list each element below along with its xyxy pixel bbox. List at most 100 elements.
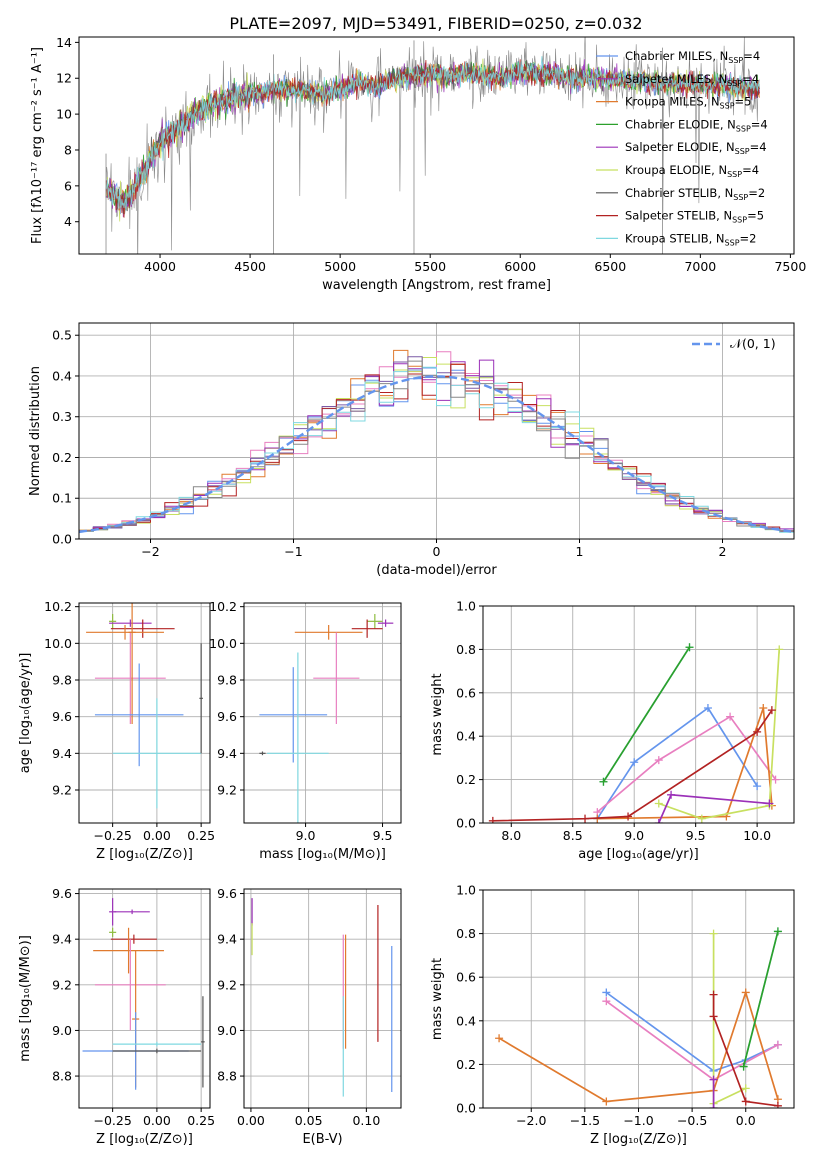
y-tick-label: 0.2 <box>456 772 476 787</box>
panel-mass-weight-vs-age: 8.0 8.5 9.0 9.5 10.0 0.0 0.2 0.4 0.6 0.8 1.0 age [l… <box>430 599 795 862</box>
x-tick-label: −2 <box>141 544 159 559</box>
plus-marker <box>773 927 782 936</box>
y-tick-label: 9.6 <box>52 709 72 724</box>
plot-area-mass-vs-EBV <box>251 898 393 1097</box>
legend-label: Salpeter STELIB, NSSP=5 <box>625 209 764 225</box>
y-tick-label: 9.4 <box>52 746 72 761</box>
legend-count: =4 <box>742 163 759 177</box>
legend-count: =4 <box>743 49 760 63</box>
legend-count: =4 <box>750 140 767 154</box>
plus-marker <box>602 1097 611 1106</box>
x-tick-label: 4500 <box>234 259 266 274</box>
plus-marker <box>685 643 694 652</box>
y-tick-label: 8.8 <box>52 1069 72 1084</box>
plot-area-residuals <box>79 349 794 534</box>
plus-marker <box>741 988 750 997</box>
y-tick-label: 6 <box>64 178 72 193</box>
plus-marker <box>697 814 706 823</box>
y-tick-label: 0.4 <box>52 368 72 383</box>
plus-marker <box>775 645 784 654</box>
axes-frame <box>78 888 211 1109</box>
legend-subscript: SSP <box>728 56 743 65</box>
y-tick-label: 0.8 <box>456 642 476 657</box>
legend-subscript: SSP <box>727 79 742 88</box>
plus-marker <box>709 1075 718 1084</box>
y-tick-label: 0.1 <box>52 491 72 506</box>
y-tick-label: 9.4 <box>217 746 237 761</box>
legend-subscript: SSP <box>735 147 750 156</box>
y-tick-label: 9.4 <box>52 932 72 947</box>
legend-label: Chabrier ELODIE, NSSP=4 <box>625 117 768 133</box>
mass-weight-line <box>712 994 779 1107</box>
y-tick-label: 9.0 <box>52 1023 72 1038</box>
x-tick-label: 6000 <box>504 259 536 274</box>
y-tick-label: 9.2 <box>52 977 72 992</box>
plus-marker <box>495 1034 504 1043</box>
y-axis-label: mass weight <box>430 958 445 1040</box>
plus-marker <box>753 727 762 736</box>
plot-area-mass-weight-vs-Z <box>495 927 782 1108</box>
legend-label: Kroupa ELODIE, NSSP=4 <box>625 163 759 179</box>
mass-weight-line <box>742 931 779 1067</box>
y-tick-label: 0.0 <box>456 816 476 831</box>
y-tick-label: 10 <box>56 107 72 122</box>
plot-area-spectrum <box>105 37 760 254</box>
x-tick-label: 0.0 <box>736 1113 756 1128</box>
x-axis-label: age [log₁₀(age/yr)] <box>578 847 699 862</box>
x-axis-label: Z [log₁₀(Z/Z⊙)] <box>590 1132 687 1147</box>
legend-label: Salpeter ELODIE, NSSP=4 <box>625 140 767 156</box>
y-tick-label: 1.0 <box>456 599 476 614</box>
y-tick-label: 8.8 <box>217 1069 237 1084</box>
x-axis-label: Z [log₁₀(Z/Z⊙)] <box>96 1132 193 1147</box>
plus-marker <box>667 790 676 799</box>
y-axis-label: Flux [fλ10⁻¹⁷ erg cm⁻² s⁻¹ A⁻¹] <box>30 47 45 244</box>
y-axis-label: mass [log₁₀(M/M⊙)] <box>18 935 33 1062</box>
plus-marker <box>654 756 663 765</box>
plus-marker <box>709 990 718 999</box>
x-tick-label: 4000 <box>144 259 176 274</box>
plus-marker <box>765 799 774 808</box>
x-tick-label: 9.0 <box>296 828 316 843</box>
plus-marker <box>753 782 762 791</box>
x-axis-label: Z [log₁₀(Z/Z⊙)] <box>96 847 193 862</box>
legend-subscript: SSP <box>725 238 740 247</box>
y-tick-label: 10.0 <box>209 636 237 651</box>
y-tick-label: 0.3 <box>52 409 72 424</box>
y-tick-label: 0.2 <box>456 1057 476 1072</box>
x-tick-label: 6500 <box>594 259 626 274</box>
y-tick-label: 9.6 <box>217 886 237 901</box>
y-tick-label: 0.4 <box>456 1013 476 1028</box>
histogram-step-line <box>79 366 794 533</box>
plot-area-age-vs-Z <box>86 603 203 809</box>
y-tick-label: 0.5 <box>52 328 72 343</box>
x-tick-label: 9.5 <box>686 828 706 843</box>
y-tick-label: 9.8 <box>52 673 72 688</box>
panel-mass-vs-Z: −0.25 0.00 0.25 8.8 9.0 9.2 9.4 9.6 Z [log₁₀(Z/Z… <box>18 886 215 1147</box>
plus-marker <box>759 703 768 712</box>
y-tick-label: 0.0 <box>52 532 72 547</box>
y-tick-label: 9.0 <box>217 1023 237 1038</box>
y-tick-label: 9.4 <box>217 932 237 947</box>
x-axis-label: (data-model)/error <box>376 563 497 578</box>
legend-subscript: SSP <box>727 170 742 179</box>
panel-age-vs-mass: 9.0 9.5 9.2 9.4 9.6 9.8 10.0 10.2 mass [log₁₀(M/… <box>209 599 402 862</box>
legend-count: =2 <box>748 186 765 200</box>
x-tick-label: −1.5 <box>570 1113 600 1128</box>
plus-marker <box>581 814 590 823</box>
legend-label: Chabrier STELIB, NSSP=2 <box>625 186 765 202</box>
plus-marker <box>773 1101 782 1108</box>
plus-marker <box>602 988 611 997</box>
y-axis-label: age [log₁₀(age/yr)] <box>18 653 33 774</box>
y-tick-label: 4 <box>64 214 72 229</box>
x-tick-label: 5000 <box>324 259 356 274</box>
mass-weight-line <box>605 991 779 1072</box>
x-tick-label: 0.10 <box>352 1113 380 1128</box>
mass-weight-line <box>596 715 777 813</box>
y-tick-label: 9.2 <box>217 977 237 992</box>
legend-count: =4 <box>751 117 768 131</box>
y-axis-label: mass weight <box>430 673 445 755</box>
axes-frame <box>243 602 402 824</box>
panel-mass-weight-vs-Z: −2.0 −1.5 −1.0 −0.5 0.0 0.0 0.2 0.4 0.6 0.8 1.0 Z [… <box>430 883 795 1147</box>
plus-marker <box>488 816 497 823</box>
